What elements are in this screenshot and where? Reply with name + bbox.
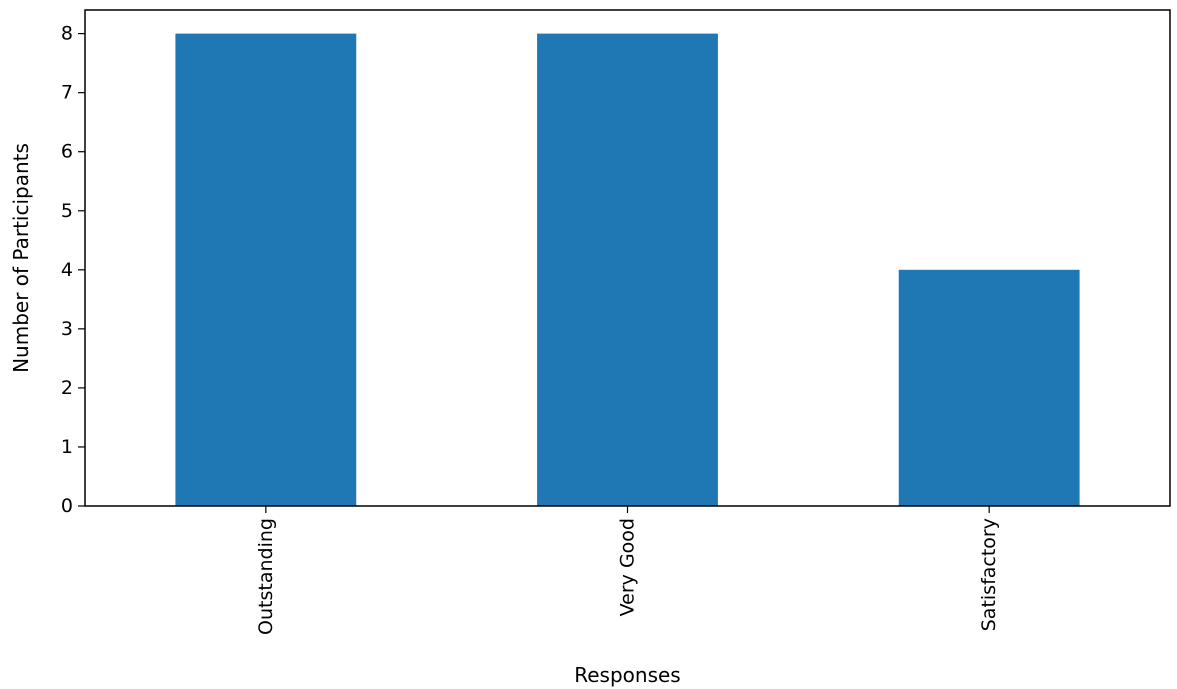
bar-very-good (537, 33, 718, 506)
x-tick-label: Outstanding (255, 518, 277, 635)
y-tick-label: 3 (61, 318, 73, 340)
y-tick-label: 4 (61, 259, 73, 281)
y-tick-label: 6 (61, 141, 73, 163)
y-tick-label: 8 (61, 23, 73, 45)
x-tick-label: Very Good (617, 518, 639, 616)
y-tick-label: 0 (61, 495, 73, 517)
y-tick-label: 1 (61, 436, 73, 458)
x-tick-label: Satisfactory (978, 518, 1000, 631)
y-tick-label: 7 (61, 82, 73, 104)
bar-satisfactory (898, 269, 1080, 506)
bars-group (175, 33, 1080, 506)
x-axis-ticks: Outstanding Very Good Satisfactory (255, 506, 1000, 635)
y-tick-label: 5 (61, 200, 73, 222)
y-axis-label: Number of Participants (9, 143, 33, 373)
x-axis-label: Responses (574, 663, 680, 687)
bar-outstanding (175, 33, 357, 506)
y-axis-ticks: 0 1 2 3 4 5 6 7 8 (61, 23, 85, 517)
y-tick-label: 2 (61, 377, 73, 399)
plot-frame (84, 9, 1171, 507)
